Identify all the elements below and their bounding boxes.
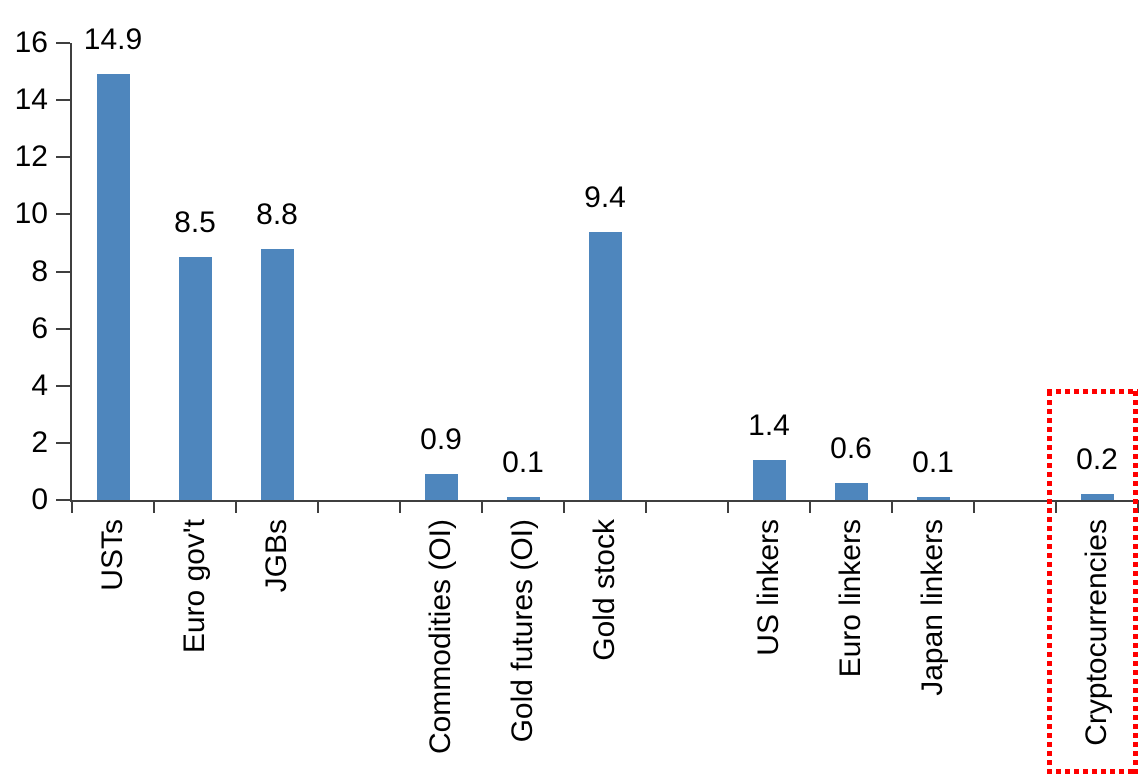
x-axis-tick (645, 502, 647, 513)
x-axis-tick (727, 502, 729, 513)
y-tick-label: 2 (31, 426, 48, 459)
y-axis-tick (56, 99, 70, 101)
x-axis-tick (809, 502, 811, 513)
category-label: JGBs (260, 519, 293, 593)
x-axis-tick (317, 502, 319, 513)
bar-value-label: 8.8 (256, 198, 298, 231)
bar-value-label: 0.1 (502, 446, 544, 479)
x-axis-tick (563, 502, 565, 513)
bar (753, 460, 786, 500)
x-axis-tick (399, 502, 401, 513)
y-tick-label: 6 (31, 312, 48, 345)
y-axis-tick (56, 442, 70, 444)
category-label: Japan linkers (916, 519, 949, 696)
category-label: USTs (96, 519, 129, 591)
category-label: Euro gov't (178, 519, 211, 654)
bar (507, 497, 540, 500)
bar (835, 483, 868, 500)
y-tick-label: 10 (14, 197, 48, 230)
bar (261, 249, 294, 500)
bar (589, 232, 622, 500)
x-axis (70, 500, 1139, 502)
y-tick-label: 14 (14, 83, 48, 116)
y-axis (70, 43, 72, 502)
y-tick-label: 8 (31, 255, 48, 288)
category-label: Gold futures (OI) (506, 519, 539, 743)
category-label: Commodities (OI) (424, 519, 457, 755)
y-tick-label: 4 (31, 369, 48, 402)
bar (97, 74, 130, 500)
category-label: Euro linkers (834, 519, 867, 678)
y-axis-tick (56, 42, 70, 44)
x-axis-tick (1137, 502, 1139, 513)
y-axis-tick (56, 499, 70, 501)
y-axis-tick (56, 328, 70, 330)
y-tick-label: 16 (14, 26, 48, 59)
bar-value-label: 14.9 (83, 23, 143, 56)
bar-value-label: 1.4 (748, 409, 790, 442)
y-tick-label: 0 (31, 483, 48, 516)
category-label: Gold stock (588, 519, 621, 661)
y-axis-tick (56, 213, 70, 215)
x-axis-tick (71, 502, 73, 513)
bar-value-label: 8.5 (174, 206, 216, 239)
bar-value-label: 0.6 (830, 432, 872, 465)
category-label: US linkers (752, 519, 785, 656)
y-axis-tick (56, 156, 70, 158)
bar (425, 474, 458, 500)
bar (917, 497, 950, 500)
x-axis-tick (481, 502, 483, 513)
bar-value-label: 9.4 (584, 181, 626, 214)
highlight-box (1047, 389, 1138, 774)
bar (179, 257, 212, 500)
bar-value-label: 0.9 (420, 423, 462, 456)
x-axis-tick (235, 502, 237, 513)
y-tick-label: 12 (14, 140, 48, 173)
x-axis-tick (973, 502, 975, 513)
x-axis-tick (153, 502, 155, 513)
x-axis-tick (891, 502, 893, 513)
y-axis-tick (56, 385, 70, 387)
y-axis-tick (56, 271, 70, 273)
bar-value-label: 0.1 (912, 446, 954, 479)
